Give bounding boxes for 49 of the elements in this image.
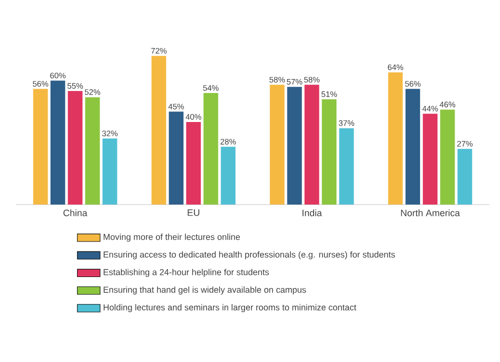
data-label: 58%	[304, 76, 320, 83]
bar	[152, 56, 166, 205]
data-label: 45%	[168, 104, 184, 110]
x-tick-label: EU	[188, 209, 200, 216]
bar	[186, 122, 201, 205]
data-label: 52%	[84, 89, 100, 95]
bar	[440, 110, 455, 205]
data-label: 56%	[32, 80, 48, 87]
bar	[322, 99, 336, 205]
data-label: 56%	[405, 80, 421, 87]
data-label: 46%	[440, 102, 456, 108]
bar	[422, 114, 438, 205]
legend-label: Ensuring that hand gel is widely available on campus	[104, 286, 306, 295]
bar	[68, 90, 83, 205]
data-label: 60%	[50, 72, 66, 78]
bar	[50, 80, 66, 205]
bar	[339, 128, 354, 205]
data-label: 27%	[457, 140, 473, 147]
x-tick-label: North America	[401, 209, 460, 216]
legend-label: Holding lectures and seminars in larger rooms to minimize contact	[104, 304, 356, 312]
legend-label: Moving more of their lectures online	[104, 234, 240, 242]
data-label: 40%	[186, 114, 202, 120]
bar	[270, 84, 284, 205]
bar	[85, 97, 100, 205]
bar	[287, 86, 302, 205]
data-label: 54%	[203, 85, 219, 91]
bar	[102, 138, 118, 205]
x-tick-label: China	[63, 209, 88, 216]
bar	[406, 88, 420, 205]
bar	[33, 88, 48, 205]
data-label: 58%	[269, 76, 285, 83]
bar	[220, 146, 236, 205]
bar	[458, 148, 472, 205]
bar	[388, 72, 403, 205]
data-label: 32%	[102, 130, 118, 136]
legend-label: Establishing a 24-hour helpline for students	[104, 268, 269, 277]
data-label: 28%	[220, 138, 236, 145]
bar	[304, 84, 320, 205]
bar	[168, 112, 184, 205]
data-label: 64%	[388, 64, 404, 70]
data-label: 72%	[151, 48, 167, 54]
legend-label: Ensuring access to dedicated health professionals (e.g. nurses) for students	[104, 251, 395, 260]
data-label: 57%	[286, 78, 302, 85]
data-label: 55%	[67, 83, 83, 89]
bar	[204, 93, 218, 205]
data-label: 37%	[338, 120, 354, 126]
x-tick-label: India	[302, 209, 322, 216]
data-label: 44%	[422, 106, 438, 112]
data-label: 51%	[321, 91, 337, 97]
